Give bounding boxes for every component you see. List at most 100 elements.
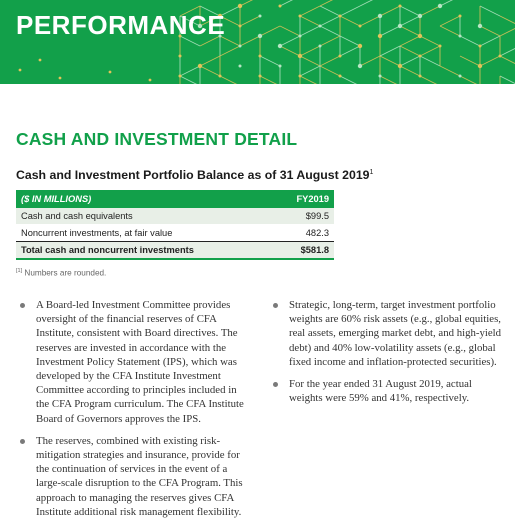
pattern-line	[359, 15, 381, 27]
bullet-text: A Board-led Investment Committee provide…	[36, 299, 244, 425]
pattern-node	[238, 64, 242, 68]
pattern-node	[278, 4, 282, 8]
pattern-line	[219, 15, 241, 27]
pattern-node	[318, 24, 322, 28]
pattern-node	[197, 63, 203, 69]
pattern-line	[459, 75, 478, 84]
pattern-line	[499, 47, 515, 57]
left-bullet-list: A Board-led Investment Committee provide…	[20, 298, 252, 527]
pattern-line	[479, 25, 501, 37]
pattern-node	[318, 44, 322, 48]
table-header-column: FY2019	[273, 190, 334, 208]
pattern-node	[148, 78, 152, 82]
pattern-line	[499, 55, 515, 65]
pattern-node	[397, 23, 403, 29]
pattern-node	[298, 14, 302, 18]
pattern-line	[499, 15, 515, 25]
pattern-line	[479, 35, 501, 47]
pattern-node	[197, 23, 203, 29]
bullet-text: The reserves, combined with existing ris…	[36, 434, 243, 518]
pattern-node	[217, 13, 223, 19]
pattern-line	[279, 35, 301, 47]
pattern-line	[199, 5, 221, 17]
pattern-node	[338, 14, 342, 18]
pattern-line	[339, 5, 361, 17]
pattern-node	[477, 23, 483, 29]
pattern-node	[358, 24, 362, 28]
pattern-node	[397, 63, 403, 69]
pattern-line	[319, 65, 341, 77]
pattern-line	[179, 15, 201, 27]
pattern-line	[299, 45, 321, 57]
pattern-node	[278, 64, 282, 68]
table-row: Cash and cash equivalents $99.5	[16, 208, 334, 225]
pattern-node	[438, 44, 442, 48]
pattern-line	[339, 15, 361, 27]
pattern-node	[297, 53, 303, 59]
table-header-label: ($ IN MILLIONS)	[16, 190, 274, 208]
pattern-line	[299, 55, 321, 67]
pattern-node	[338, 54, 342, 58]
pattern-line	[379, 5, 401, 17]
pattern-node	[378, 74, 382, 78]
header-banner: PERFORMANCE	[0, 0, 515, 84]
pattern-line	[239, 0, 254, 7]
pattern-node	[338, 74, 342, 78]
pattern-line	[439, 25, 461, 37]
pattern-line	[179, 65, 201, 77]
pattern-node	[257, 33, 263, 39]
pattern-node	[178, 34, 182, 38]
pattern-line	[199, 55, 221, 67]
bullet-icon	[273, 382, 278, 388]
list-item: Strategic, long-term, target investment …	[273, 298, 503, 369]
pattern-line	[379, 75, 398, 84]
pattern-line	[279, 0, 294, 7]
table-row: Noncurrent investments, at fair value 48…	[16, 224, 334, 242]
pattern-line	[319, 5, 341, 17]
pattern-line	[419, 75, 438, 84]
section-title: CASH AND INVESTMENT DETAIL	[16, 129, 298, 149]
pattern-line	[299, 25, 321, 37]
pattern-line	[339, 75, 358, 84]
table-title-footnote-mark: 1	[369, 168, 374, 176]
pattern-node	[178, 74, 182, 78]
pattern-node	[417, 13, 423, 19]
pattern-line	[239, 35, 261, 47]
pattern-line	[439, 15, 461, 27]
pattern-line	[319, 0, 334, 7]
pattern-node	[357, 43, 363, 49]
pattern-node	[258, 54, 262, 58]
pattern-line	[399, 45, 421, 57]
pattern-line	[219, 5, 241, 17]
portfolio-balance-table: ($ IN MILLIONS) FY2019 Cash and cash equ…	[16, 190, 334, 260]
pattern-node	[417, 33, 423, 39]
row-label: Cash and cash equivalents	[16, 208, 274, 225]
pattern-line	[479, 5, 501, 17]
pattern-line	[399, 15, 421, 27]
list-item: For the year ended 31 August 2019, actua…	[273, 377, 503, 405]
pattern-line	[459, 55, 481, 67]
pattern-line	[199, 35, 221, 47]
total-value: $581.8	[273, 241, 334, 260]
pattern-line	[419, 5, 441, 17]
bullet-text: For the year ended 31 August 2019, actua…	[289, 378, 472, 405]
pattern-line	[439, 0, 454, 7]
pattern-line	[319, 55, 341, 67]
footnote: [1] Numbers are rounded.	[16, 268, 106, 278]
pattern-node	[108, 70, 112, 74]
table-title: Cash and Investment Portfolio Balance as…	[16, 168, 373, 182]
pattern-node	[218, 74, 222, 78]
pattern-line	[419, 45, 441, 57]
pattern-line	[179, 75, 198, 84]
pattern-node	[18, 68, 22, 72]
pattern-line	[339, 45, 361, 57]
pattern-line	[399, 5, 421, 17]
pattern-line	[279, 45, 301, 57]
pattern-node	[377, 33, 383, 39]
pattern-node	[418, 74, 422, 78]
pattern-node	[238, 44, 242, 48]
pattern-line	[339, 35, 361, 47]
pattern-node	[437, 3, 443, 9]
pattern-line	[199, 65, 221, 77]
bullet-text: Strategic, long-term, target investment …	[289, 299, 502, 368]
